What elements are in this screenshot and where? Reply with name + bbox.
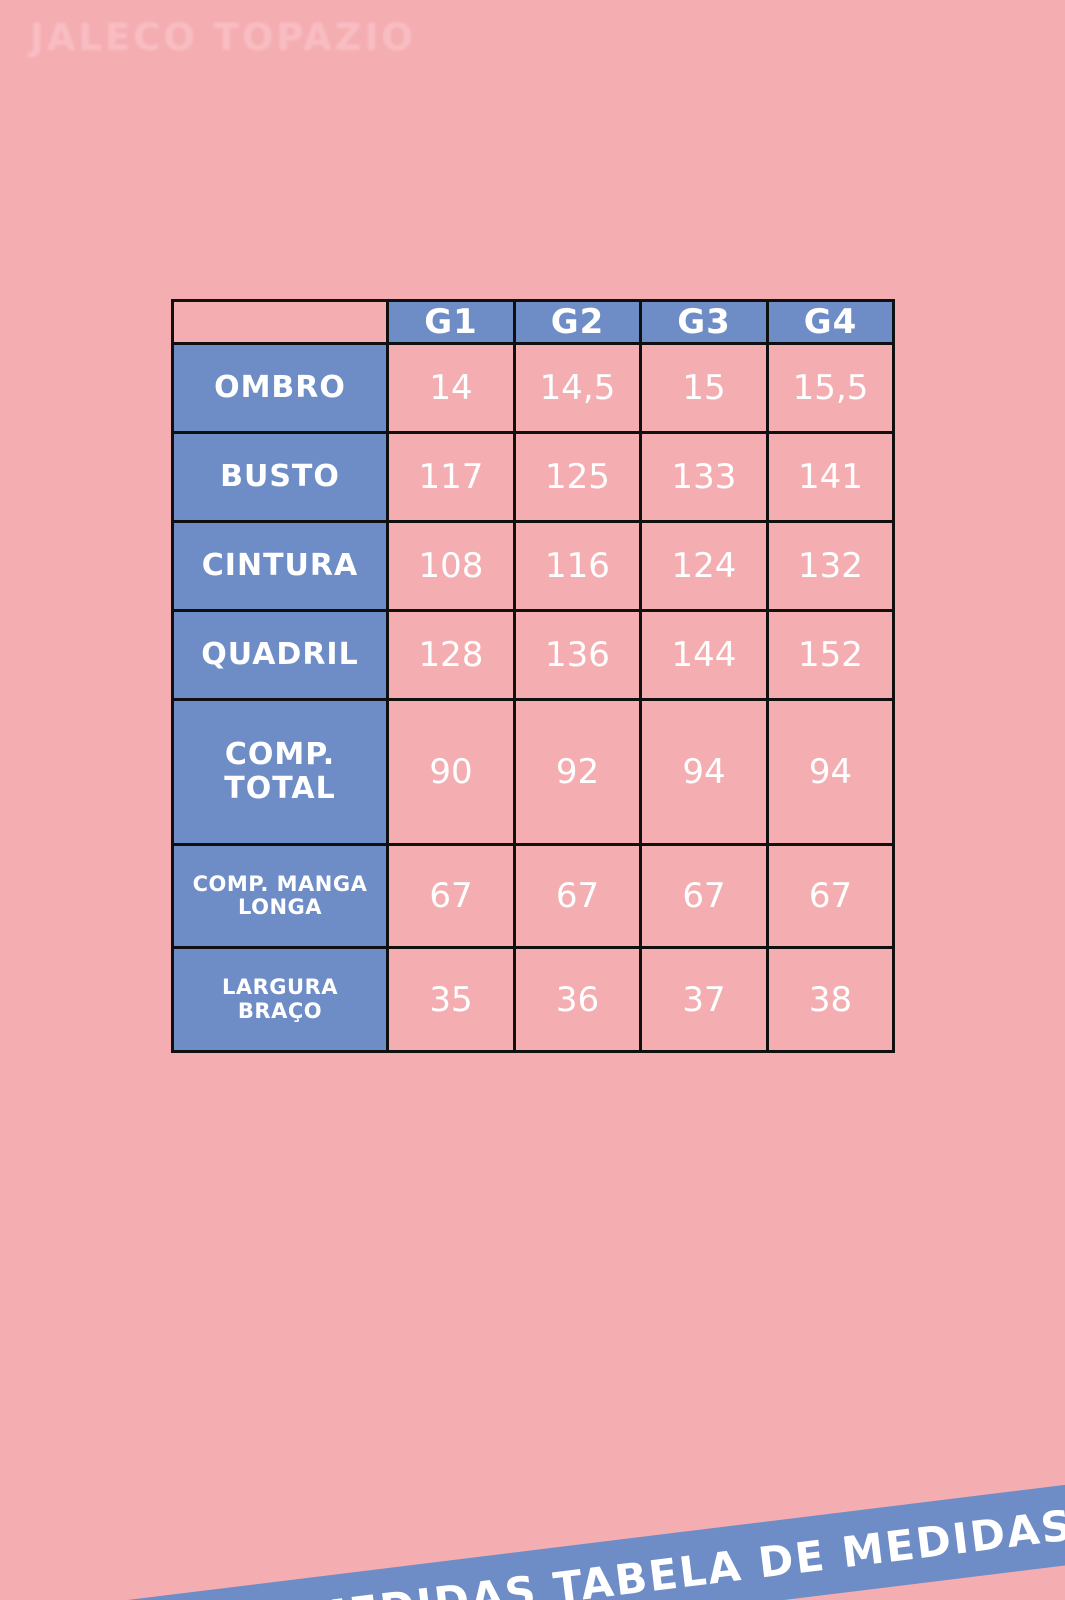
size-column-header: G2 [513, 299, 642, 345]
measurement-row: CINTURA 108 116 124 132 [171, 519, 895, 612]
measurement-value: 67 [386, 842, 516, 950]
size-table-body: OMBRO 14 14,5 15 15,5 BUSTO 117 125 133 141 CINTUR… [171, 342, 895, 1053]
size-column-header: G3 [639, 299, 769, 345]
corner-cell [171, 299, 389, 345]
measurement-row: QUADRIL 128 136 144 152 [171, 608, 895, 701]
size-table-header: G1 G2 G3 G4 [171, 299, 895, 345]
measurement-value: 124 [639, 519, 769, 612]
measurement-value: 67 [766, 842, 895, 950]
measurement-value: 94 [766, 697, 895, 846]
size-table: G1 G2 G3 G4 OMBRO 14 14,5 15 15,5 BUSTO 117 125 133… [171, 299, 895, 1053]
measurement-value: 108 [386, 519, 516, 612]
measurement-label: CINTURA [171, 519, 389, 612]
measurement-row: BUSTO 117 125 133 141 [171, 430, 895, 523]
size-column-header: G1 [386, 299, 516, 345]
measurement-value: 38 [766, 946, 895, 1053]
measurement-value: 144 [639, 608, 769, 701]
measurement-value: 117 [386, 430, 516, 523]
measurement-value: 128 [386, 608, 516, 701]
measurement-row: OMBRO 14 14,5 15 15,5 [171, 342, 895, 434]
brand-watermark: JALECO TOPAZIO [30, 16, 416, 59]
measurement-value: 136 [513, 608, 642, 701]
measurement-value: 14 [386, 342, 516, 434]
measurement-value: 90 [386, 697, 516, 846]
measurement-label: BUSTO [171, 430, 389, 523]
measurement-value: 14,5 [513, 342, 642, 434]
measurement-row: COMP. TOTAL 90 92 94 94 [171, 697, 895, 846]
measurement-row: COMP. MANGA LONGA 67 67 67 67 [171, 842, 895, 950]
measurement-value: 94 [639, 697, 769, 846]
measurement-value: 36 [513, 946, 642, 1053]
size-column-header: G4 [766, 299, 895, 345]
diagonal-title-banner: TABELA DE MEDIDAS TABELA DE MEDIDAS TABE… [0, 1471, 1065, 1600]
measurement-value: 67 [639, 842, 769, 950]
measurement-label: OMBRO [171, 342, 389, 434]
measurement-value: 152 [766, 608, 895, 701]
measurement-value: 125 [513, 430, 642, 523]
measurement-label: QUADRIL [171, 608, 389, 701]
measurement-label: LARGURA BRAÇO [171, 946, 389, 1053]
measurement-label: COMP. MANGA LONGA [171, 842, 389, 950]
measurement-value: 67 [513, 842, 642, 950]
measurement-value: 37 [639, 946, 769, 1053]
measurement-value: 35 [386, 946, 516, 1053]
measurement-value: 15 [639, 342, 769, 434]
measurement-value: 132 [766, 519, 895, 612]
banner-text: TABELA DE MEDIDAS TABELA DE MEDIDAS TABE… [0, 1500, 1065, 1600]
measurement-value: 92 [513, 697, 642, 846]
measurement-value: 141 [766, 430, 895, 523]
measurement-row: LARGURA BRAÇO 35 36 37 38 [171, 946, 895, 1053]
measurement-value: 116 [513, 519, 642, 612]
measurement-label: COMP. TOTAL [171, 697, 389, 846]
measurement-value: 15,5 [766, 342, 895, 434]
measurement-value: 133 [639, 430, 769, 523]
header-row: G1 G2 G3 G4 [171, 299, 895, 345]
